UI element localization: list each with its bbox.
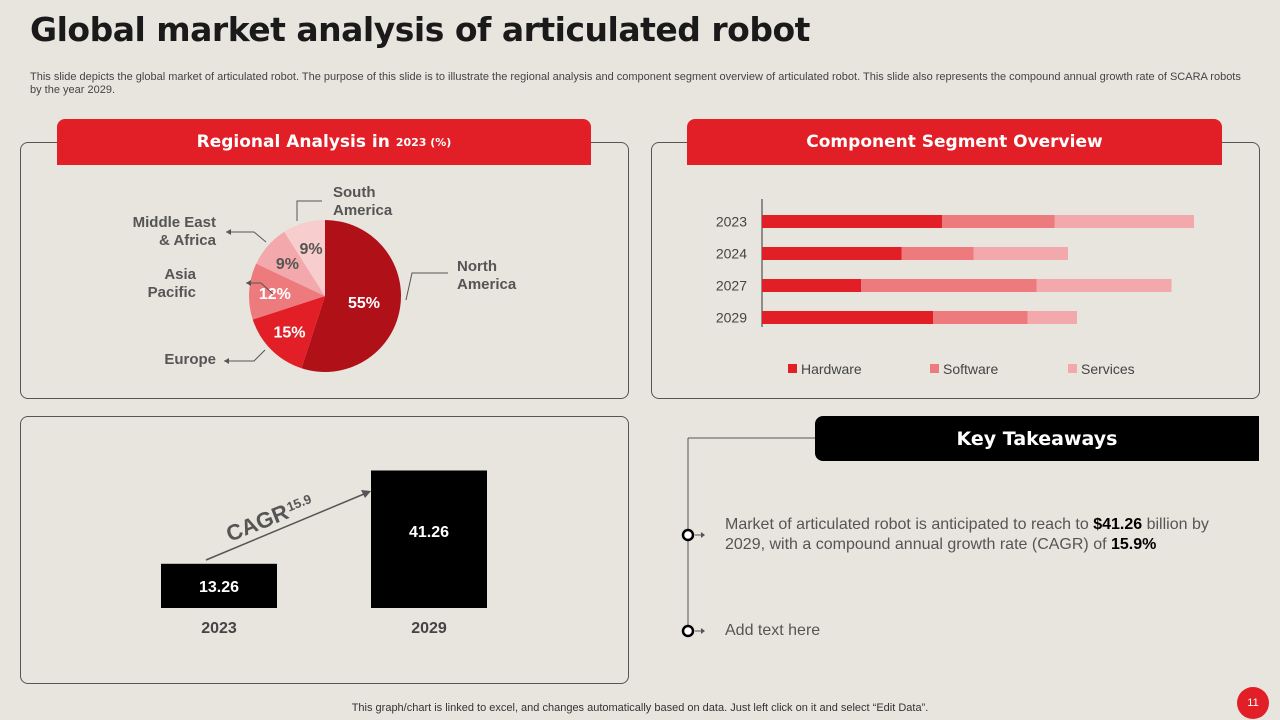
component-bar-chart: 2023 2024 2027 2029 Hardware Software Services bbox=[716, 199, 1194, 377]
bar-category-label-2027: 2027 bbox=[716, 278, 747, 294]
takeaways-header-label: Key Takeaways bbox=[956, 427, 1118, 450]
footer-note: This graph/chart is linked to excel, and… bbox=[351, 702, 929, 714]
legend-swatch-services bbox=[1068, 364, 1077, 373]
component-header-label: Component Segment Overview bbox=[806, 132, 1103, 152]
bar-hardware-2024 bbox=[762, 247, 902, 260]
bar-services-2024 bbox=[973, 247, 1068, 260]
pie-leader-line-south-america bbox=[296, 200, 322, 221]
legend-swatch-software bbox=[930, 364, 939, 373]
pie-category-label-asia-pacific: Asia Pacific bbox=[148, 266, 197, 301]
pie-category-label-middle-east-africa: Middle East & Africa bbox=[133, 214, 217, 249]
takeaway-text-2[interactable]: Add text here bbox=[725, 622, 821, 639]
bar-software-2029 bbox=[933, 311, 1028, 324]
takeaway-bullet-2 bbox=[681, 624, 695, 638]
cagr-arrow-head bbox=[361, 490, 371, 498]
cagr-bar-2029 bbox=[371, 470, 487, 608]
bar-category-label-2023: 2023 bbox=[716, 214, 747, 230]
pie-value-label-north-america: 55% bbox=[348, 295, 380, 312]
takeaway-text-1c: billion by 2029, with a compound annual … bbox=[725, 516, 1209, 553]
pie-value-label-europe: 15% bbox=[273, 325, 305, 342]
pie-value-label-asia-pacific: 12% bbox=[259, 286, 291, 303]
bar-category-label-2024: 2024 bbox=[716, 246, 747, 262]
takeaway-bullet-1 bbox=[681, 528, 695, 542]
bar-services-2027 bbox=[1036, 279, 1172, 292]
cagr-bar-2023 bbox=[161, 563, 277, 608]
cagr-panel bbox=[20, 416, 629, 684]
bar-hardware-2027 bbox=[762, 279, 861, 292]
takeaways-header: Key Takeaways bbox=[815, 416, 1259, 461]
cagr-value-label-2023: 13.26 bbox=[199, 579, 239, 596]
legend-swatch-hardware bbox=[788, 364, 797, 373]
legend-label-software: Software bbox=[943, 361, 998, 377]
takeaways-timeline bbox=[681, 437, 815, 638]
legend-label-services: Services bbox=[1081, 361, 1135, 377]
pie-leader-arrow-middle-east-africa bbox=[226, 229, 231, 235]
cagr-annotation-value: 15.9 bbox=[284, 491, 313, 514]
bar-software-2024 bbox=[901, 247, 974, 260]
takeaway-value-1: $41.26 bbox=[1093, 516, 1143, 533]
page-number: 11 bbox=[1247, 697, 1259, 709]
cagr-value-label-2029: 41.26 bbox=[409, 524, 449, 541]
bar-category-label-2029: 2029 bbox=[716, 310, 747, 326]
pie-slice-south-america bbox=[284, 220, 325, 296]
pie-value-label-south-america: 9% bbox=[299, 241, 322, 258]
page-subtitle: This slide depicts the global market of … bbox=[30, 71, 1241, 96]
cagr-arrow-line bbox=[205, 493, 365, 561]
cagr-annotation-label: CAGR bbox=[223, 499, 293, 546]
regional-header-label: Regional Analysis in bbox=[196, 132, 390, 152]
bar-hardware-2029 bbox=[762, 311, 933, 324]
pie-category-label-europe: Europe bbox=[164, 351, 216, 368]
page-number-badge: 11 bbox=[1237, 687, 1269, 719]
legend-label-hardware: Hardware bbox=[801, 361, 862, 377]
cagr-category-label-2023: 2023 bbox=[201, 620, 237, 637]
page-title: Global market analysis of articulated ro… bbox=[30, 10, 810, 49]
bar-software-2023 bbox=[942, 215, 1055, 228]
regional-header: Regional Analysis in 2023 (%) bbox=[57, 119, 591, 165]
takeaway-item-1: Market of articulated robot is anticipat… bbox=[725, 515, 1220, 555]
regional-header-year: 2023 (%) bbox=[395, 135, 452, 149]
component-header: Component Segment Overview bbox=[687, 119, 1222, 165]
pie-leader-arrow-asia-pacific bbox=[246, 280, 251, 286]
bar-services-2023 bbox=[1054, 215, 1194, 228]
pie-leader-line-north-america bbox=[405, 272, 448, 301]
pie-slice-middle-east-africa bbox=[256, 231, 325, 296]
pie-slice-europe bbox=[252, 296, 325, 369]
pie-category-label-south-america: South America bbox=[333, 184, 393, 219]
bar-services-2029 bbox=[1027, 311, 1077, 324]
bar-software-2027 bbox=[861, 279, 1037, 292]
takeaway-value-2: 15.9% bbox=[1110, 536, 1157, 553]
pie-slice-north-america bbox=[301, 220, 401, 372]
regional-pie-chart: 55% North America 15% Europe 12% Asia Pacific 9%… bbox=[133, 184, 517, 372]
pie-value-label-middle-east-africa: 9% bbox=[276, 256, 299, 273]
pie-leader-line-europe bbox=[224, 349, 266, 362]
pie-leader-line-middle-east-africa bbox=[226, 231, 267, 243]
takeaway-item-2[interactable]: Add text here bbox=[725, 621, 1220, 641]
takeaway-text-1a: Market of articulated robot is anticipat… bbox=[725, 516, 1094, 533]
pie-leader-arrow-europe bbox=[224, 358, 229, 364]
bar-hardware-2023 bbox=[762, 215, 942, 228]
pie-category-label-north-america: North America bbox=[457, 258, 517, 293]
cagr-category-label-2029: 2029 bbox=[411, 620, 447, 637]
pie-slice-asia-pacific bbox=[248, 263, 325, 320]
